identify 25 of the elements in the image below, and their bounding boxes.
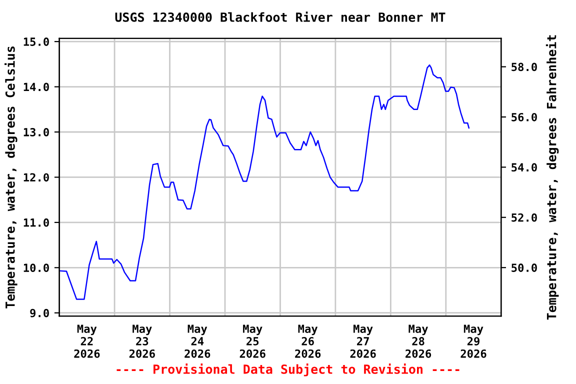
y-axis-title: Temperature, water, degrees Celsius	[4, 46, 18, 308]
y-tick-label: 13.0	[24, 128, 49, 136]
x-tick-label: May 28 2026	[406, 324, 432, 358]
text: ---- Provisional Data Subject to Revision ----	[116, 364, 460, 376]
y-tick-label: 10.0	[24, 264, 49, 272]
y2-tick-label: 50.0	[512, 264, 537, 272]
y-tick-label: 12.0	[24, 173, 49, 182]
y-tick-label: 11.0	[24, 218, 49, 227]
x-tick-label: May 26 2026	[295, 324, 321, 358]
y2-axis-title: Temperature, water, degrees Fahrenheit	[546, 35, 559, 320]
x-tick-label: May 22 2026	[74, 324, 100, 358]
chart-title: USGS 12340000 Blackfoot River near Bonner MT	[115, 12, 446, 22]
y2-tick-label: 54.0	[512, 163, 537, 172]
y2-tick-label: 52.0	[512, 213, 537, 222]
y-tick-label: 14.0	[24, 82, 49, 92]
x-tick-label: May 27 2026	[350, 324, 376, 358]
x-tick-label: May 23 2026	[129, 324, 155, 358]
y-tick-label: 9.0	[30, 308, 49, 318]
line-series	[59, 64, 470, 300]
x-tick-label: May 25 2026	[240, 324, 266, 358]
y-tick-label: 15.0	[24, 38, 49, 46]
y2-tick-label: 58.0	[512, 62, 537, 72]
x-tick-label: May 29 2026	[460, 324, 486, 358]
x-tick-label: May 24 2026	[184, 324, 210, 358]
y2-tick-label: 56.0	[512, 112, 537, 122]
